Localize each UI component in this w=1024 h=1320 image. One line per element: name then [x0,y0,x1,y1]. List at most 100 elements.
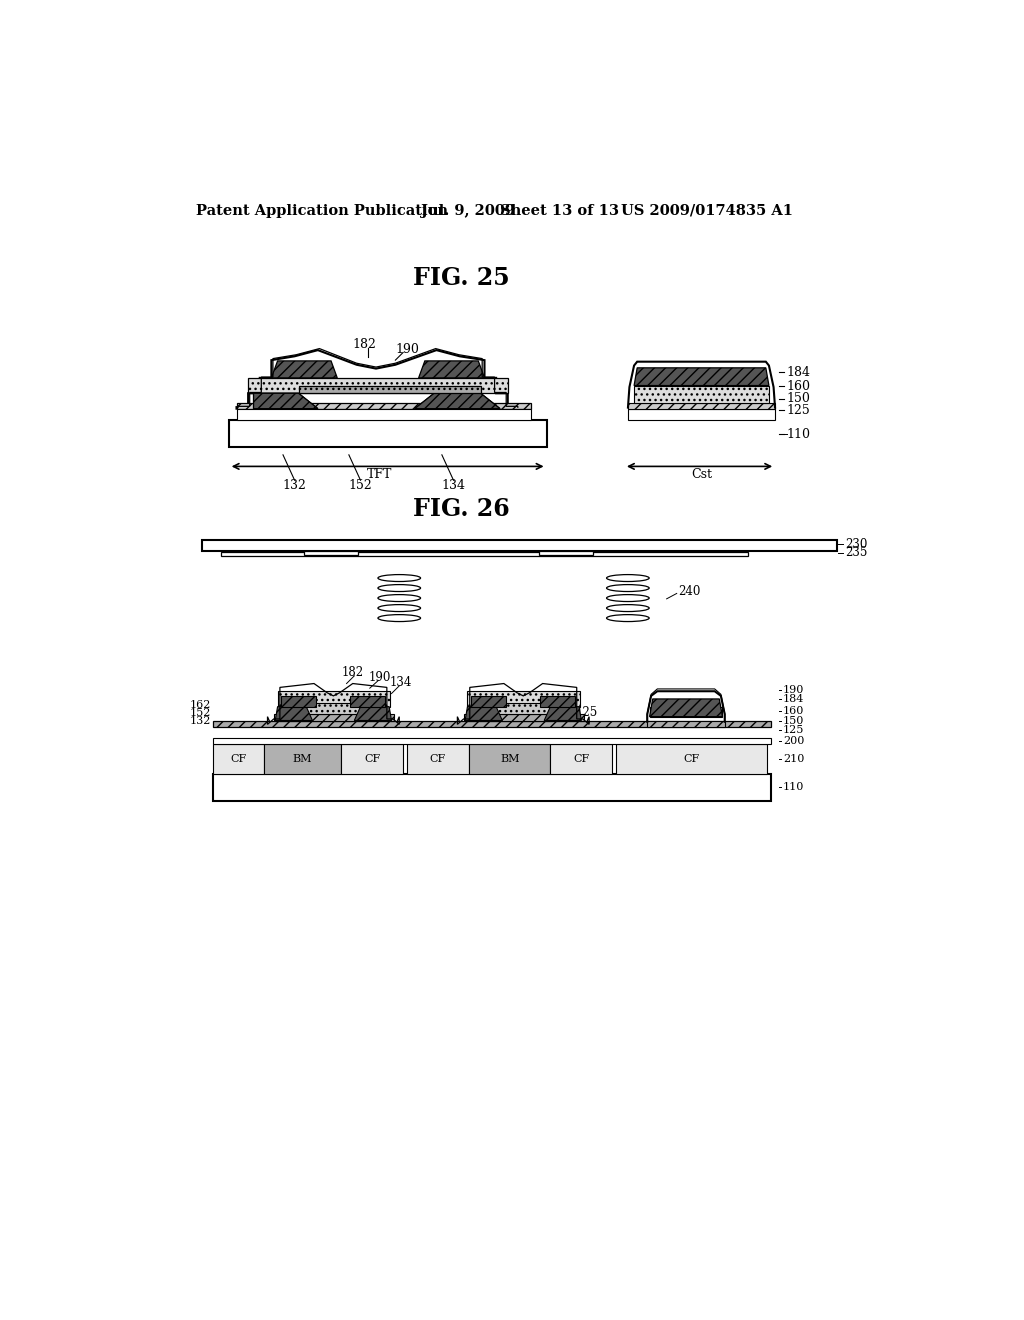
Polygon shape [275,706,312,721]
Text: 190: 190 [369,671,391,684]
Bar [550,743,612,775]
Polygon shape [649,700,722,717]
Text: 182: 182 [342,667,364,680]
Bar [248,378,508,393]
Text: Sheet 13 of 13: Sheet 13 of 13 [500,203,618,218]
Text: 230: 230 [845,537,867,550]
Text: 235: 235 [845,546,867,560]
Ellipse shape [606,574,649,582]
Polygon shape [544,706,582,721]
Ellipse shape [606,585,649,591]
Text: 150: 150 [786,392,811,405]
Ellipse shape [606,605,649,611]
Bar [616,743,767,775]
Text: CF: CF [430,754,446,764]
Polygon shape [415,393,500,409]
Bar [202,540,838,552]
Ellipse shape [378,585,421,591]
Text: 134: 134 [389,676,412,689]
Bar [464,714,584,721]
Text: Jul. 9, 2009: Jul. 9, 2009 [421,203,515,218]
Text: CF: CF [684,754,700,764]
Polygon shape [419,360,484,378]
Bar [213,775,771,801]
Text: 162: 162 [189,700,211,710]
Polygon shape [254,393,317,409]
Bar [304,552,358,554]
Bar [467,692,580,706]
Polygon shape [254,393,317,409]
Bar [407,743,469,775]
Polygon shape [634,368,769,385]
Text: 150: 150 [783,717,804,726]
Text: 190: 190 [395,343,419,356]
Text: 200: 200 [783,737,804,746]
Text: TFT: TFT [368,467,392,480]
Bar [647,721,725,726]
Text: Cst: Cst [691,467,712,480]
Text: 125: 125 [783,725,804,735]
Bar [541,696,575,706]
Ellipse shape [606,615,649,622]
Bar [634,385,769,404]
Bar [263,743,341,775]
Text: 132: 132 [283,479,306,492]
Bar [628,409,775,420]
Bar [213,743,263,775]
Bar [289,702,378,714]
Text: 240: 240 [678,585,700,598]
Bar [479,702,568,714]
Polygon shape [415,393,500,409]
Bar [628,404,775,409]
Bar [350,696,385,706]
Text: FIG. 25: FIG. 25 [413,265,510,290]
Text: 210: 210 [783,754,804,764]
Text: 152: 152 [189,708,211,718]
Text: Patent Application Publication: Patent Application Publication [197,203,449,218]
Text: 125: 125 [575,706,598,719]
Text: CF: CF [364,754,380,764]
Ellipse shape [378,574,421,582]
Text: 134: 134 [441,479,466,492]
Bar [278,692,390,706]
Text: US 2009/0174835 A1: US 2009/0174835 A1 [621,203,793,218]
Text: 184: 184 [783,694,804,704]
Bar [341,743,403,775]
Bar [237,409,531,420]
Bar [228,420,547,447]
Bar [221,552,748,557]
Bar [237,404,531,409]
Text: 184: 184 [786,366,811,379]
Text: 125: 125 [786,404,811,417]
Polygon shape [465,706,503,721]
Polygon shape [271,360,337,378]
Ellipse shape [606,594,649,602]
Text: 132: 132 [189,715,211,726]
Bar [539,552,593,554]
Bar [213,721,771,726]
Polygon shape [237,350,531,409]
Polygon shape [354,706,391,721]
Text: FIG. 26: FIG. 26 [413,496,510,521]
Bar [213,738,771,743]
Ellipse shape [378,605,421,611]
Ellipse shape [378,615,421,622]
Bar [273,714,394,721]
Text: BM: BM [293,754,312,764]
Text: BM: BM [500,754,519,764]
Text: CF: CF [573,754,590,764]
Text: CF: CF [230,754,247,764]
Bar [282,696,316,706]
Text: 160: 160 [783,706,804,717]
Text: 182: 182 [352,338,376,351]
Text: 110: 110 [783,783,804,792]
Bar [649,706,722,717]
Text: 160: 160 [786,380,811,393]
Bar [471,696,506,706]
Text: 190: 190 [783,685,804,694]
Polygon shape [299,385,480,393]
Bar [469,743,550,775]
Text: 110: 110 [786,428,811,441]
Text: 152: 152 [348,479,373,492]
Ellipse shape [378,594,421,602]
